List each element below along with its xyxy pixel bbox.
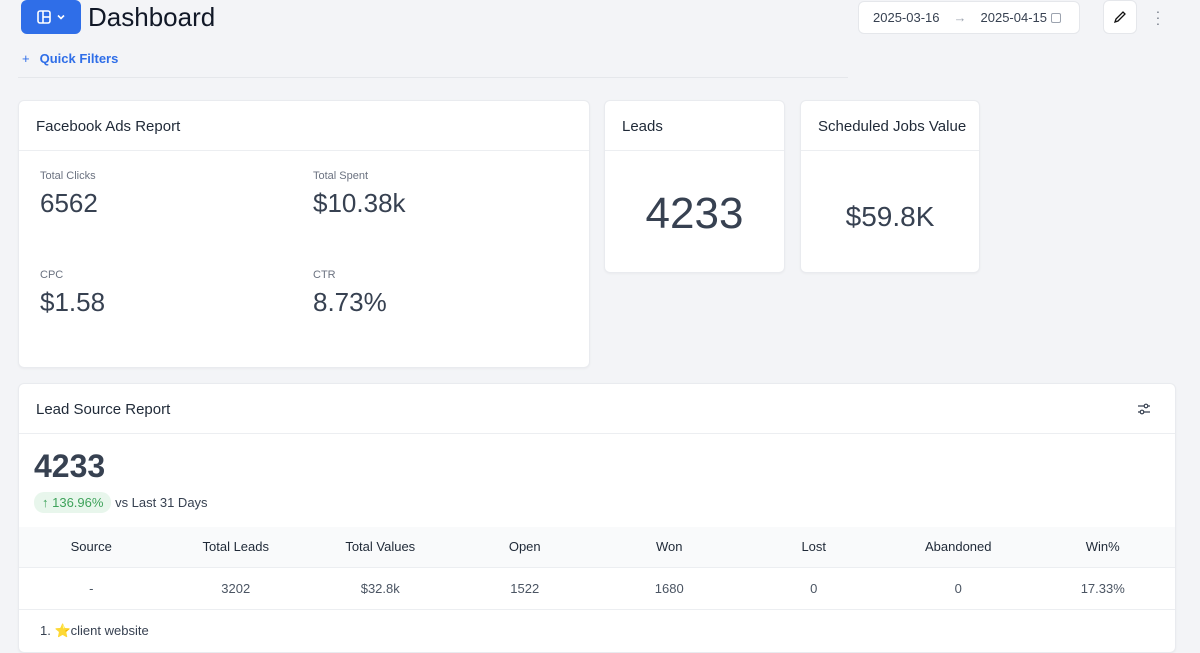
plus-icon: +: [22, 51, 30, 66]
chevron-down-icon: [57, 14, 65, 20]
change-badge: ↑ 136.96%: [34, 492, 112, 513]
col-lost[interactable]: Lost: [741, 527, 886, 567]
metric-label: Total Clicks: [40, 170, 96, 182]
metric-label: CTR: [313, 269, 336, 281]
date-from[interactable]: 2025-03-16: [873, 10, 940, 25]
lead-source-table: Source Total Leads Total Values Open Won…: [19, 527, 1175, 652]
calendar-icon: [1051, 12, 1061, 23]
settings-sliders-icon[interactable]: [1137, 402, 1151, 416]
lead-total: 4233: [34, 448, 106, 484]
compare-label: vs Last 31 Days: [115, 495, 208, 510]
quick-filters-label: Quick Filters: [39, 51, 119, 66]
table-header-row: Source Total Leads Total Values Open Won…: [19, 527, 1175, 567]
card-title: Lead Source Report: [19, 384, 1175, 434]
date-to[interactable]: 2025-04-15: [980, 10, 1048, 25]
table-row[interactable]: - 3202 $32.8k 1522 1680 0 0 17.33%: [19, 566, 1175, 610]
divider: [18, 77, 848, 78]
cell: 17.33%: [1030, 566, 1175, 610]
metric-value: $1.58: [40, 287, 106, 317]
col-win-pct[interactable]: Win%: [1030, 527, 1175, 567]
scheduled-jobs-value: $59.8K: [845, 201, 935, 232]
cell: 0: [886, 566, 1031, 610]
col-abandoned[interactable]: Abandoned: [886, 527, 1031, 567]
page-title: Dashboard: [88, 2, 216, 32]
metric-value: 8.73%: [313, 287, 387, 317]
cell: -: [19, 566, 164, 610]
comparison: ↑ 136.96% vs Last 31 Days: [34, 492, 208, 513]
date-range-picker[interactable]: 2025-03-16 → 2025-04-15: [858, 1, 1080, 34]
card-title: Leads: [605, 101, 784, 151]
cell: 3202: [163, 566, 308, 610]
arrow-right-icon: →: [953, 10, 967, 25]
facebook-ads-report-card: Facebook Ads Report Total Clicks 6562 Tot…: [18, 100, 590, 368]
more-options-icon[interactable]: · · ·: [1155, 3, 1161, 31]
metric-ctr: CTR 8.73%: [313, 269, 387, 318]
metric-value: 6562: [40, 188, 98, 218]
metric-total-spent: Total Spent $10.38k: [313, 170, 406, 219]
quick-filters-button[interactable]: + Quick Filters: [22, 51, 118, 66]
dashboard-view-switcher[interactable]: [21, 0, 81, 34]
metric-cpc: CPC $1.58: [40, 269, 105, 318]
list-item[interactable]: 1. ⭐client website: [40, 622, 149, 638]
edit-button[interactable]: [1103, 0, 1137, 34]
cell: $32.8k: [308, 566, 453, 610]
leads-card: Leads 4233: [604, 100, 785, 273]
pencil-icon: [1113, 11, 1126, 24]
col-won[interactable]: Won: [597, 527, 742, 567]
lead-source-report-card: Lead Source Report 4233 ↑ 136.96% vs Las…: [18, 383, 1176, 653]
metric-value: $10.38k: [313, 188, 406, 218]
leads-value: 4233: [645, 189, 744, 238]
cell: 1522: [452, 566, 597, 610]
col-source[interactable]: Source: [19, 527, 164, 567]
cell: 0: [741, 566, 886, 610]
cell: 1680: [597, 566, 742, 610]
metric-label: CPC: [40, 269, 64, 281]
col-total-values[interactable]: Total Values: [308, 527, 453, 567]
layout-icon: [37, 10, 51, 24]
metric-total-clicks: Total Clicks 6562: [40, 170, 98, 219]
col-total-leads[interactable]: Total Leads: [163, 527, 308, 567]
card-title: Facebook Ads Report: [19, 101, 589, 151]
metric-label: Total Spent: [313, 170, 369, 182]
card-title: Scheduled Jobs Value: [801, 101, 979, 151]
scheduled-jobs-value-card: Scheduled Jobs Value $59.8K: [800, 100, 980, 273]
col-open[interactable]: Open: [452, 527, 597, 567]
